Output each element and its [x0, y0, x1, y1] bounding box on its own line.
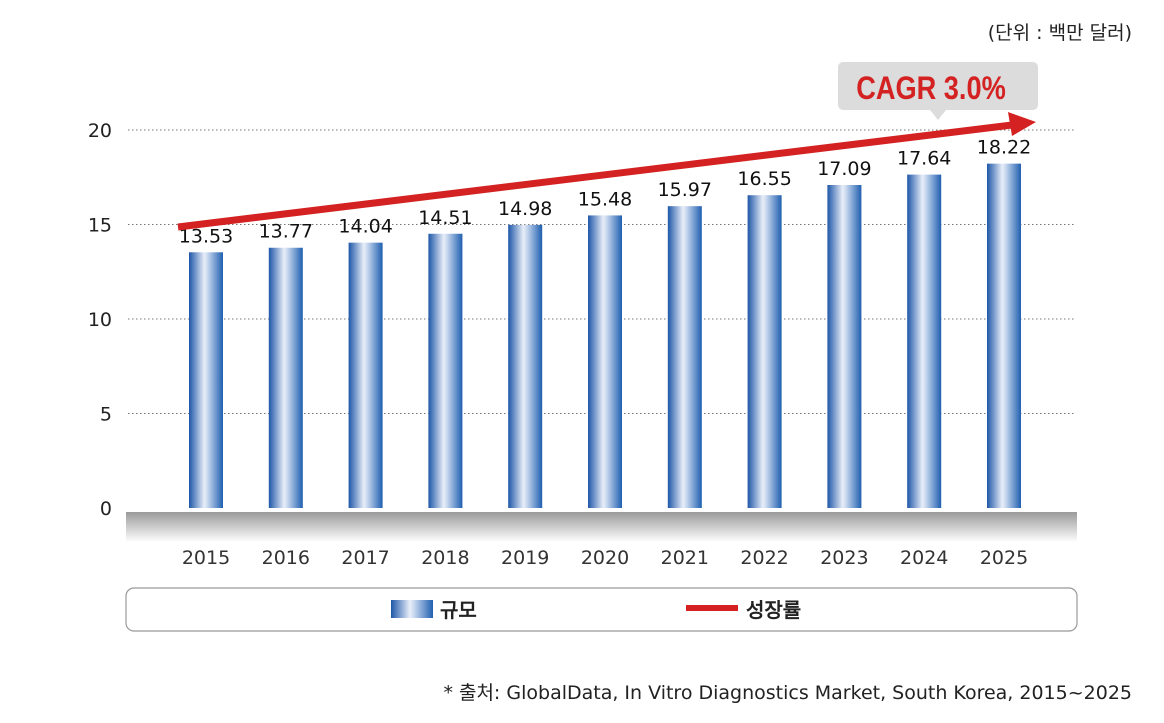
x-tick-label-2015: 2015 — [182, 547, 230, 569]
data-label-2016: 13.77 — [259, 221, 313, 243]
growth-trend-arrowhead — [1008, 112, 1036, 136]
bar-2018 — [428, 233, 463, 509]
x-tick-label-2019: 2019 — [501, 547, 549, 569]
data-label-2023: 17.09 — [817, 158, 871, 180]
chart-floor — [126, 512, 1077, 542]
data-label-2024: 17.64 — [897, 148, 951, 170]
x-tick-label-2023: 2023 — [820, 547, 868, 569]
legend-box — [125, 587, 1078, 632]
x-tick-label-2016: 2016 — [262, 547, 310, 569]
bar-2023 — [827, 184, 862, 508]
y-tick-label: 20 — [88, 120, 112, 142]
x-tick-label-2024: 2024 — [900, 547, 948, 569]
growth-trend-line — [177, 121, 1013, 231]
legend-line-swatch — [686, 605, 738, 611]
bar-2019 — [508, 224, 543, 509]
legend: 규모 성장률 — [125, 587, 1078, 632]
source-note: * 출처: GlobalData, In Vitro Diagnostics M… — [443, 682, 1132, 704]
bar-2022 — [747, 195, 782, 508]
x-tick-label-2025: 2025 — [980, 547, 1028, 569]
data-label-2019: 14.98 — [498, 198, 552, 220]
legend-bar-swatch — [391, 600, 433, 618]
data-label-2015: 13.53 — [179, 225, 233, 247]
bar-2015 — [189, 252, 223, 508]
x-tick-label-2018: 2018 — [421, 547, 469, 569]
bar-2024 — [907, 174, 942, 508]
data-label-2018: 14.51 — [418, 207, 472, 229]
bar-2020 — [588, 215, 622, 509]
bar-2017 — [348, 242, 383, 509]
data-label-2020: 15.48 — [578, 188, 632, 210]
x-tick-label-2017: 2017 — [341, 547, 389, 569]
bar-2025 — [987, 163, 1021, 508]
bar-2016 — [268, 247, 303, 508]
y-tick-label: 0 — [100, 498, 112, 520]
data-label-2017: 14.04 — [338, 216, 392, 238]
data-label-2021: 15.97 — [658, 179, 712, 201]
x-tick-label-2021: 2021 — [661, 547, 709, 569]
unit-note: (단위 : 백만 달러) — [987, 22, 1132, 44]
y-tick-label: 5 — [100, 404, 112, 426]
cagr-label: CAGR 3.0% — [856, 71, 1006, 107]
cagr-callout: CAGR 3.0% — [838, 62, 1038, 120]
y-tick-label: 10 — [88, 309, 112, 331]
x-tick-label-2020: 2020 — [581, 547, 629, 569]
legend-line-label: 성장률 — [746, 598, 801, 622]
legend-bar-label: 규모 — [440, 598, 477, 622]
y-tick-label: 15 — [88, 215, 112, 237]
bar-2021 — [667, 206, 702, 509]
data-label-2025: 18.22 — [977, 137, 1031, 159]
data-label-2022: 16.55 — [737, 168, 791, 190]
x-tick-label-2022: 2022 — [740, 547, 788, 569]
